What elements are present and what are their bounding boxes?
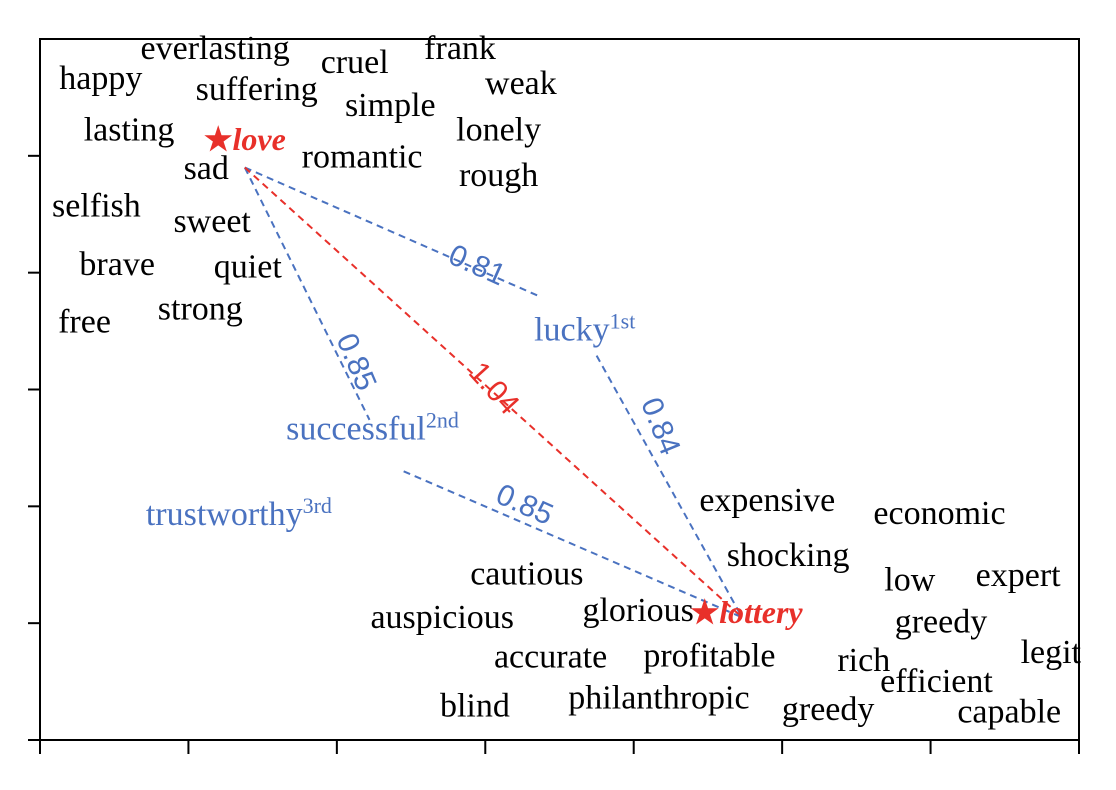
anchor-label: ★lottery [690,594,803,630]
distance-lines [243,166,743,619]
word-label: quiet [214,248,283,285]
word-label: auspicious [370,599,514,636]
distance-line [595,355,743,618]
candidate-label: successful2nd [286,408,459,448]
word-label: free [58,303,111,340]
word-label: happy [59,60,142,97]
word-label: greedy [895,604,988,641]
word-label: cautious [470,556,583,593]
candidate-label: lucky1st [534,308,635,348]
word-label: expensive [699,482,835,519]
axes-frame [28,38,1080,754]
word-label: expert [976,557,1062,594]
word-label: simple [345,87,436,124]
word-label: economic [873,495,1005,532]
word-label: selfish [52,188,141,225]
word-label: brave [79,246,155,283]
word-label: greedy [782,691,875,728]
word-label: weak [485,65,557,102]
word-label: blind [440,688,510,725]
anchor-label: ★love [204,121,286,157]
word-label: glorious [582,592,693,629]
distance-value-label: 0.81 [444,238,511,292]
word-label: suffering [196,71,318,108]
word-label: everlasting [141,30,290,67]
candidate-label: trustworthy3rd [146,493,332,533]
candidate-labels: lucky1st successful2nd trustworthy3rd [146,308,636,533]
word-label: legit [1021,634,1082,671]
word-label: shocking [727,537,850,574]
distance-labels: 0.81 0.85 1.04 0.84 0.85 [330,238,687,531]
anchor-labels: ★love ★lottery [204,121,804,630]
distance-line [243,167,371,421]
word-label: rich [837,642,890,679]
word-label: sad [184,150,229,187]
word-label: romantic [302,139,423,176]
distance-value-label: 0.85 [330,329,383,396]
word-label: profitable [643,637,775,674]
word-label: rough [459,157,538,194]
word-label: sweet [173,203,251,240]
word-label: cruel [321,44,389,81]
distance-value-label: 0.84 [634,393,686,460]
word-label: low [884,561,935,598]
word-label: strong [158,290,243,327]
distance-value-label: 0.85 [491,478,558,532]
distance-line [244,166,743,619]
distance-value-label: 1.04 [462,356,526,421]
distance-line [403,470,743,619]
word-label: philanthropic [568,679,749,716]
word-label: efficient [880,663,993,700]
word-label: accurate [494,639,607,676]
word-label: capable [957,693,1061,730]
word-label: lonely [456,112,541,149]
distance-line [244,166,540,297]
word-label: lasting [84,112,175,149]
word-label: frank [424,30,496,67]
word-labels: everlasting cruel frank happy suffering simpl… [52,30,1082,731]
